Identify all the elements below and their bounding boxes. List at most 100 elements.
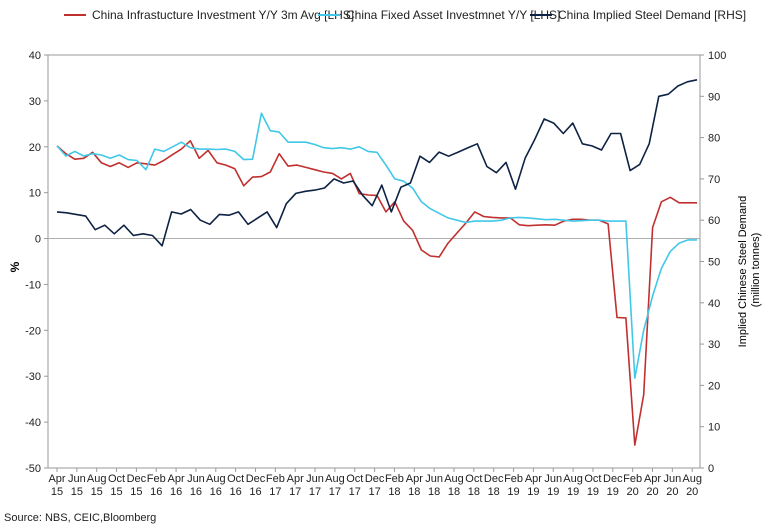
legend-label-infrastructure: China Infrastucture Investment Y/Y 3m Av… <box>92 8 355 22</box>
right-axis-title-line-2: (million tonnes) <box>750 233 762 308</box>
x-tick-label-month: Jun <box>187 473 205 485</box>
x-tick-label-month: Dec <box>365 473 385 485</box>
x-tick-label-year: 18 <box>468 486 480 498</box>
legend-swatch-steel-demand <box>530 14 552 16</box>
legend: China Infrastucture Investment Y/Y 3m Av… <box>0 8 770 28</box>
x-tick-label-year: 19 <box>527 486 539 498</box>
legend-swatch-infrastructure <box>64 14 86 16</box>
legend-item-fixed-asset: China Fixed Asset Investmnet Y/Y [LHS] <box>318 8 560 22</box>
right-tick-label: 90 <box>708 91 720 103</box>
x-tick-label-year: 20 <box>686 486 698 498</box>
x-tick-label-year: 15 <box>51 486 63 498</box>
x-tick-label-month: Aug <box>206 473 226 485</box>
plot-border <box>47 54 701 469</box>
x-tick-label-month: Dec <box>484 473 504 485</box>
left-tick-label: -50 <box>25 463 41 475</box>
x-axis: Apr15Jun15Aug15Oct15Dec15Feb16Apr16Jun16… <box>48 468 702 498</box>
x-tick-label-year: 17 <box>289 486 301 498</box>
right-tick-label: 100 <box>708 50 726 62</box>
left-tick-label: 0 <box>35 234 41 246</box>
x-tick-label-year: 18 <box>408 486 420 498</box>
x-tick-label-year: 18 <box>488 486 500 498</box>
x-tick-label-year: 17 <box>329 486 341 498</box>
x-tick-label-month: Jun <box>663 473 681 485</box>
x-tick-label-month: Apr <box>644 473 661 485</box>
left-tick-label: 40 <box>29 50 41 62</box>
right-tick-label: 80 <box>708 133 720 145</box>
x-tick-label-year: 19 <box>567 486 579 498</box>
x-tick-label-month: Oct <box>465 473 482 485</box>
x-tick-label-month: Apr <box>406 473 423 485</box>
x-tick-label-year: 19 <box>547 486 559 498</box>
x-tick-label-month: Dec <box>603 473 623 485</box>
x-tick-label-year: 19 <box>587 486 599 498</box>
x-tick-label-year: 19 <box>607 486 619 498</box>
right-tick-label: 60 <box>708 215 720 227</box>
right-tick-label: 70 <box>708 174 720 186</box>
x-tick-label-month: Jun <box>544 473 562 485</box>
x-tick-label-year: 16 <box>170 486 182 498</box>
x-tick-label-year: 16 <box>210 486 222 498</box>
right-axis-title: Implied Chinese Steel Demand (million to… <box>737 193 762 348</box>
x-tick-label-month: Feb <box>623 473 642 485</box>
left-tick-label: -20 <box>25 325 41 337</box>
x-tick-label-month: Aug <box>325 473 345 485</box>
x-tick-label-month: Feb <box>504 473 523 485</box>
left-tick-label: 30 <box>29 96 41 108</box>
x-tick-label-month: Feb <box>266 473 285 485</box>
left-tick-label: 20 <box>29 142 41 154</box>
x-tick-label-year: 17 <box>368 486 380 498</box>
x-tick-label-month: Jun <box>306 473 324 485</box>
left-tick-label: -40 <box>25 417 41 429</box>
x-tick-label-month: Oct <box>584 473 601 485</box>
x-tick-label-year: 18 <box>388 486 400 498</box>
x-tick-label-month: Apr <box>525 473 542 485</box>
x-tick-label-year: 16 <box>190 486 202 498</box>
x-tick-label-year: 17 <box>309 486 321 498</box>
x-tick-label-year: 15 <box>91 486 103 498</box>
legend-item-steel-demand: China Implied Steel Demand [RHS] <box>530 8 746 22</box>
x-tick-label-month: Oct <box>108 473 125 485</box>
legend-swatch-fixed-asset <box>318 14 340 16</box>
legend-item-infrastructure: China Infrastucture Investment Y/Y 3m Av… <box>64 8 354 22</box>
x-tick-label-month: Jun <box>425 473 443 485</box>
right-tick-label: 40 <box>708 298 720 310</box>
x-tick-label-year: 18 <box>448 486 460 498</box>
x-tick-label-year: 20 <box>627 486 639 498</box>
plot-frame <box>47 54 701 469</box>
right-tick-label: 50 <box>708 257 720 269</box>
x-tick-label-year: 17 <box>349 486 361 498</box>
left-axis-title: % <box>8 261 22 272</box>
x-tick-label-year: 16 <box>230 486 242 498</box>
series-layer <box>56 79 698 446</box>
series-line-steel-demand <box>56 79 698 247</box>
x-tick-label-month: Oct <box>227 473 244 485</box>
right-tick-label: 0 <box>708 463 714 475</box>
x-tick-label-month: Aug <box>87 473 107 485</box>
x-tick-label-month: Dec <box>127 473 147 485</box>
x-tick-label-month: Apr <box>287 473 304 485</box>
x-tick-label-month: Aug <box>444 473 464 485</box>
x-tick-label-month: Apr <box>168 473 185 485</box>
source-note: Source: NBS, CEIC,Bloomberg <box>4 512 157 524</box>
x-tick-label-year: 15 <box>130 486 142 498</box>
x-tick-label-month: Feb <box>147 473 166 485</box>
x-tick-label-year: 20 <box>666 486 678 498</box>
x-tick-label-year: 18 <box>428 486 440 498</box>
legend-label-steel-demand: China Implied Steel Demand [RHS] <box>558 8 747 22</box>
x-tick-label-year: 19 <box>507 486 519 498</box>
series-line-infrastructure <box>56 140 697 446</box>
left-tick-label: -30 <box>25 371 41 383</box>
left-axis: 40 30 20 10 0 -10 -20 -30 -40 -50 <box>25 50 48 475</box>
x-tick-label-year: 15 <box>110 486 122 498</box>
right-tick-label: 10 <box>708 422 720 434</box>
x-tick-label-year: 15 <box>71 486 83 498</box>
legend-label-fixed-asset: China Fixed Asset Investmnet Y/Y [LHS] <box>346 8 561 22</box>
right-axis-title-line-1: Implied Chinese Steel Demand <box>737 196 749 348</box>
x-tick-label-year: 16 <box>150 486 162 498</box>
x-tick-label-month: Aug <box>563 473 583 485</box>
left-tick-label: -10 <box>25 279 41 291</box>
x-tick-label-month: Jun <box>68 473 86 485</box>
